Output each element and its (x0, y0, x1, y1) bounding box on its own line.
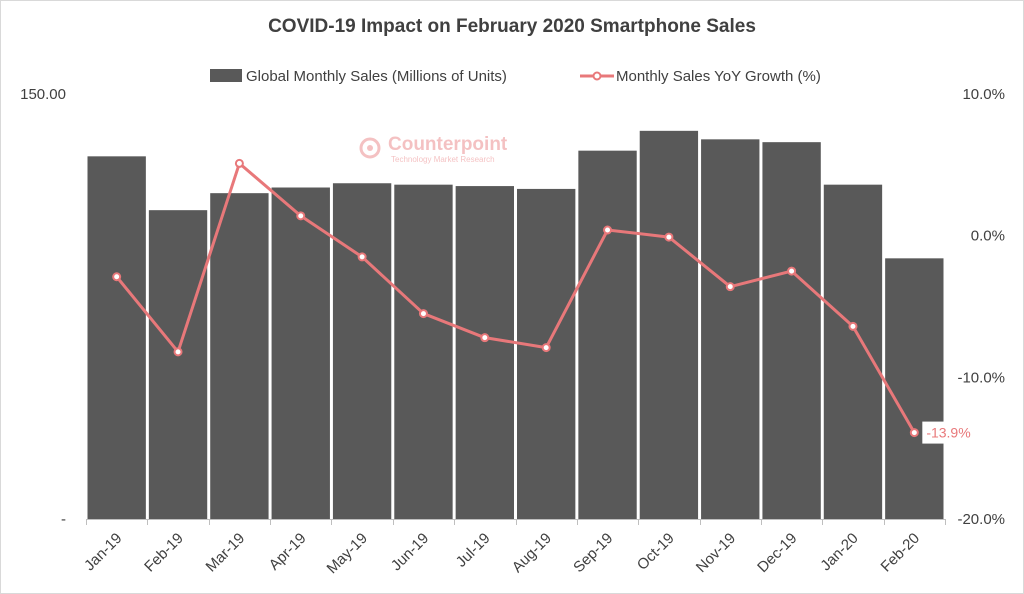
growth-point-may-19 (357, 252, 367, 262)
y-left-tick-label: - (61, 511, 66, 528)
x-tick-label: Jun-19 (388, 530, 432, 574)
legend-swatch-bar (210, 69, 242, 82)
y-right-tick-label: 0.0% (971, 228, 1005, 245)
bar-apr-19 (271, 187, 330, 519)
growth-point-nov-19 (725, 282, 735, 292)
x-tick-label: Aug-19 (509, 530, 555, 576)
legend-item-growth: Monthly Sales YoY Growth (%) (580, 66, 821, 88)
legend-label-growth: Monthly Sales YoY Growth (%) (616, 68, 821, 85)
bar-nov-19 (701, 139, 760, 520)
growth-point-dec-19 (787, 266, 797, 276)
growth-point-mar-19 (234, 158, 244, 168)
x-tick-label: Jul-19 (453, 530, 494, 571)
x-tick-label: Feb-20 (878, 530, 924, 576)
x-tick-label: Nov-19 (693, 530, 739, 576)
growth-point-jul-19 (480, 333, 490, 343)
chart-title: COVID-19 Impact on February 2020 Smartph… (268, 16, 756, 37)
bar-jul-19 (455, 186, 514, 520)
bar-sep-19 (578, 150, 637, 519)
growth-point-apr-19 (296, 211, 306, 221)
x-tick-label: May-19 (324, 530, 371, 577)
y-right-tick-label: 10.0% (962, 86, 1005, 103)
bar-dec-19 (762, 142, 821, 519)
growth-point-jun-19 (418, 309, 428, 319)
data-label: -13.9% (926, 425, 970, 441)
growth-point-feb-20 (909, 428, 919, 438)
growth-point-aug-19 (541, 343, 551, 353)
legend-label-sales: Global Monthly Sales (Millions of Units) (246, 68, 507, 85)
bar-feb-19 (148, 210, 208, 519)
axes (86, 519, 946, 525)
watermark-name: Counterpoint (388, 134, 508, 155)
bar-may-19 (332, 183, 392, 519)
growth-point-feb-19 (173, 347, 183, 357)
x-tick-label: Jan-20 (817, 530, 861, 574)
growth-line (115, 161, 916, 434)
bar-jan-20 (823, 184, 883, 519)
x-tick-label: Apr-19 (266, 530, 310, 574)
bar-jan-19 (87, 156, 146, 520)
bar-mar-19 (210, 193, 269, 519)
watermark-tagline: Technology Market Research (391, 155, 495, 164)
bar-jun-19 (394, 184, 453, 519)
bar-aug-19 (517, 188, 576, 519)
legend: Global Monthly Sales (Millions of Units)… (0, 66, 1024, 88)
counterpoint-logo-icon (359, 137, 381, 159)
growth-point-jan-19 (112, 272, 122, 282)
growth-point-sep-19 (603, 225, 613, 235)
x-tick-label: Jan-19 (81, 530, 125, 574)
y-left-tick-label: 150.00 (20, 86, 66, 103)
x-tick-label: Oct-19 (634, 530, 678, 574)
legend-item-sales: Global Monthly Sales (Millions of Units) (210, 66, 507, 88)
bar-oct-19 (639, 130, 699, 520)
x-tick-label: Sep-19 (570, 530, 616, 576)
y-right-tick-label: -20.0% (957, 511, 1005, 528)
y-right-tick-label: -10.0% (957, 369, 1005, 386)
line-series (112, 158, 919, 438)
watermark: Counterpoint Technology Market Research (358, 134, 558, 170)
bar-feb-20 (885, 258, 944, 519)
data-label-box (922, 421, 975, 444)
x-tick-label: Feb-19 (141, 530, 187, 576)
growth-point-jan-20 (848, 321, 858, 331)
x-tick-label: Dec-19 (754, 530, 800, 576)
bar-series (87, 130, 944, 520)
x-tick-label: Mar-19 (203, 530, 249, 576)
legend-swatch-line (580, 71, 614, 81)
growth-point-oct-19 (664, 232, 674, 242)
